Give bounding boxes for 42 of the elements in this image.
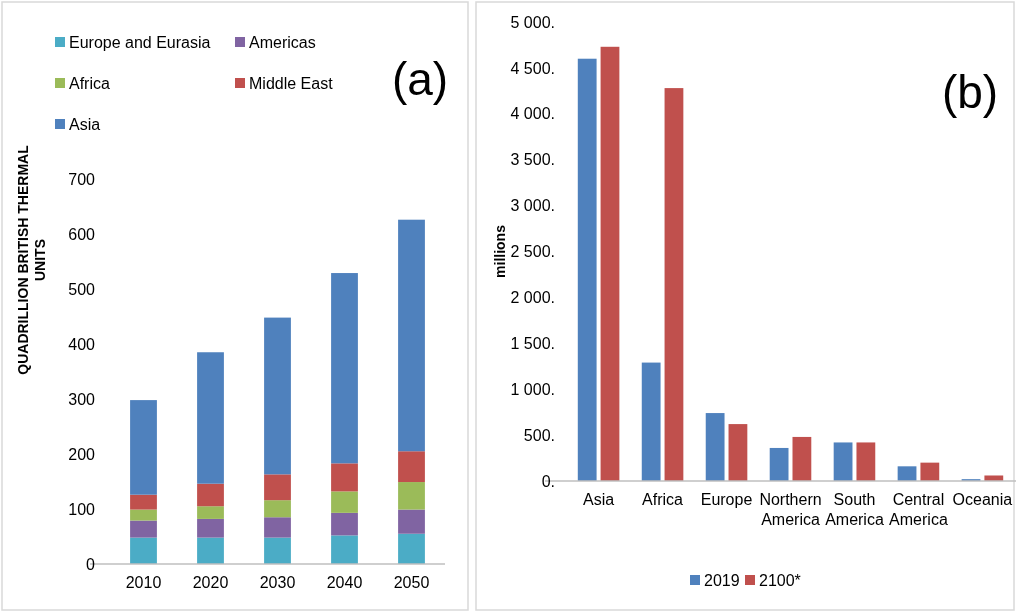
x-tick-label: 2040	[326, 574, 363, 591]
legend-label: 2100*	[759, 572, 801, 589]
y-tick-label: 1 500.	[510, 334, 555, 352]
y-tick-label: 1 000.	[510, 380, 555, 398]
y-tick-label: 700	[68, 170, 96, 188]
x-tick-label: 2050	[393, 574, 430, 591]
x-tick-label: Africa	[642, 491, 684, 508]
x-tick-label: Europe	[700, 491, 753, 508]
y-tick-label: 0	[86, 555, 96, 573]
y-tick-label: 3 000.	[510, 197, 555, 215]
y-tick-label: 2 000.	[510, 289, 555, 307]
x-tick-label: 2010	[125, 574, 162, 591]
x-tick-label: 2020	[192, 574, 229, 591]
y-axis-title: millions	[492, 224, 508, 278]
y-axis-title: QUADRILLION BRITISH THERMAL UNITS	[15, 144, 48, 375]
text: (a)	[391, 53, 449, 105]
y-tick-label: 3 500.	[510, 151, 555, 169]
x-tick-label: Northern America	[759, 491, 822, 528]
legend-label: Americas	[249, 34, 316, 51]
y-tick-label: 100	[68, 500, 96, 518]
y-tick-label: 5 000.	[510, 13, 555, 31]
y-tick-label: 500	[68, 280, 96, 298]
y-tick-label: 400	[68, 335, 96, 353]
y-tick-label: 4 000.	[510, 105, 555, 123]
x-tick-label: South America	[825, 491, 884, 528]
y-tick-label: 600	[68, 225, 96, 243]
x-tick-label: 2030	[259, 574, 296, 591]
y-tick-label: 200	[68, 445, 96, 463]
y-tick-label: 2 500.	[510, 243, 555, 261]
legend-label: 2019	[704, 572, 740, 589]
legend-label: Africa	[69, 75, 110, 92]
legend-label: Asia	[69, 116, 101, 133]
annotation: (b)	[941, 66, 999, 118]
y-tick-label: 300	[68, 390, 96, 408]
x-tick-label: Central America	[889, 491, 948, 528]
legend-label: Middle East	[249, 75, 334, 92]
y-tick-label: 500.	[523, 426, 555, 444]
x-tick-label: Asia	[583, 491, 615, 508]
x-tick-label: Oceania	[952, 491, 1013, 508]
legend-label: Europe and Eurasia	[69, 34, 211, 51]
y-tick-label: 4 500.	[510, 59, 555, 77]
y-tick-label: 0.	[541, 472, 555, 490]
